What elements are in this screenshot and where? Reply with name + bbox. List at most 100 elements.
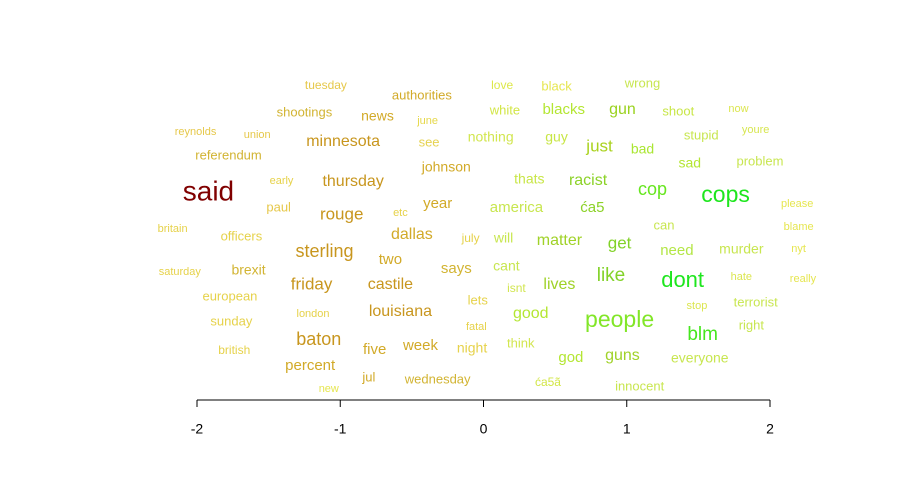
x-tick-label: 2 [766, 421, 774, 437]
word: black [541, 78, 572, 93]
word: really [790, 273, 817, 285]
word: baton [296, 329, 341, 349]
word: european [202, 288, 257, 303]
word: can [654, 217, 675, 232]
word: thursday [322, 173, 383, 190]
word: bad [631, 141, 654, 157]
word: racist [569, 172, 608, 189]
word: isnt [507, 281, 526, 295]
word: louisiana [369, 303, 432, 320]
word: blm [687, 324, 718, 345]
word: early [270, 175, 294, 187]
word: week [402, 337, 439, 354]
word: five [363, 341, 386, 358]
word: sad [678, 155, 701, 171]
word: shootings [277, 104, 333, 119]
word: dallas [391, 226, 433, 243]
word: nyt [791, 243, 806, 255]
word: british [218, 343, 250, 357]
word: rouge [320, 204, 363, 223]
word: just [585, 136, 613, 155]
word: wrong [624, 75, 660, 90]
x-tick-label: 0 [480, 421, 488, 437]
word: right [739, 317, 765, 332]
word: stop [687, 300, 708, 312]
x-tick-label: -1 [334, 421, 347, 437]
word: youre [742, 124, 770, 136]
word: new [319, 383, 339, 395]
word: white [489, 102, 520, 117]
word: matter [537, 232, 583, 249]
word: terrorist [734, 294, 778, 309]
word: cops [701, 181, 750, 207]
word: minnesota [306, 133, 380, 150]
word: nothing [468, 129, 514, 145]
word: god [558, 349, 583, 366]
x-tick-label: 1 [623, 421, 631, 437]
word: castile [368, 276, 413, 293]
word: stupid [684, 127, 719, 142]
word: london [297, 308, 330, 320]
word: shoot [662, 103, 694, 118]
word: reynolds [175, 126, 217, 138]
word: see [419, 134, 440, 149]
word: guns [605, 347, 640, 364]
word: year [423, 195, 452, 212]
word: ća5ã [535, 375, 561, 389]
word: america [490, 199, 544, 216]
word: innocent [615, 378, 665, 393]
word: think [507, 335, 535, 350]
word: blame [784, 221, 814, 233]
word: night [457, 340, 487, 356]
word: two [379, 251, 402, 268]
word: get [608, 233, 632, 252]
word: thats [514, 171, 544, 187]
word: saturday [159, 266, 202, 278]
word: gun [609, 101, 636, 118]
word: hate [731, 271, 752, 283]
word: johnson [421, 159, 471, 175]
x-tick-label: -2 [191, 421, 204, 437]
word: guy [545, 129, 568, 145]
word: will [493, 230, 513, 246]
word: lives [543, 276, 575, 293]
word: etc [393, 207, 408, 219]
word: please [781, 198, 813, 210]
word: blacks [542, 101, 585, 118]
word: now [728, 103, 748, 115]
word: lets [468, 292, 489, 307]
word: problem [736, 153, 783, 168]
word: percent [285, 357, 336, 374]
word: wednesday [404, 371, 471, 386]
word: june [416, 115, 438, 127]
word: good [513, 305, 549, 322]
word: tuesday [305, 78, 347, 92]
word: news [361, 108, 394, 124]
word: cant [493, 258, 520, 274]
word: need [660, 242, 693, 259]
word: dont [661, 267, 704, 292]
word: july [461, 231, 480, 245]
word: fatal [466, 321, 487, 333]
word: murder [719, 241, 764, 257]
word: britain [158, 223, 188, 235]
word: ća5 [580, 199, 604, 216]
word: officers [221, 228, 263, 243]
word: referendum [195, 147, 261, 162]
word: paul [266, 199, 291, 214]
word: said [183, 175, 234, 206]
word: cop [638, 179, 667, 199]
word: friday [291, 274, 333, 293]
word: sterling [295, 241, 353, 261]
word: sunday [210, 313, 252, 328]
word: says [441, 260, 472, 277]
word: brexit [231, 262, 265, 278]
word: jul [361, 369, 375, 384]
word: authorities [392, 87, 452, 102]
word: everyone [671, 350, 729, 366]
word: like [597, 265, 626, 286]
word: people [585, 306, 654, 332]
word: union [244, 129, 271, 141]
word: love [491, 78, 513, 92]
